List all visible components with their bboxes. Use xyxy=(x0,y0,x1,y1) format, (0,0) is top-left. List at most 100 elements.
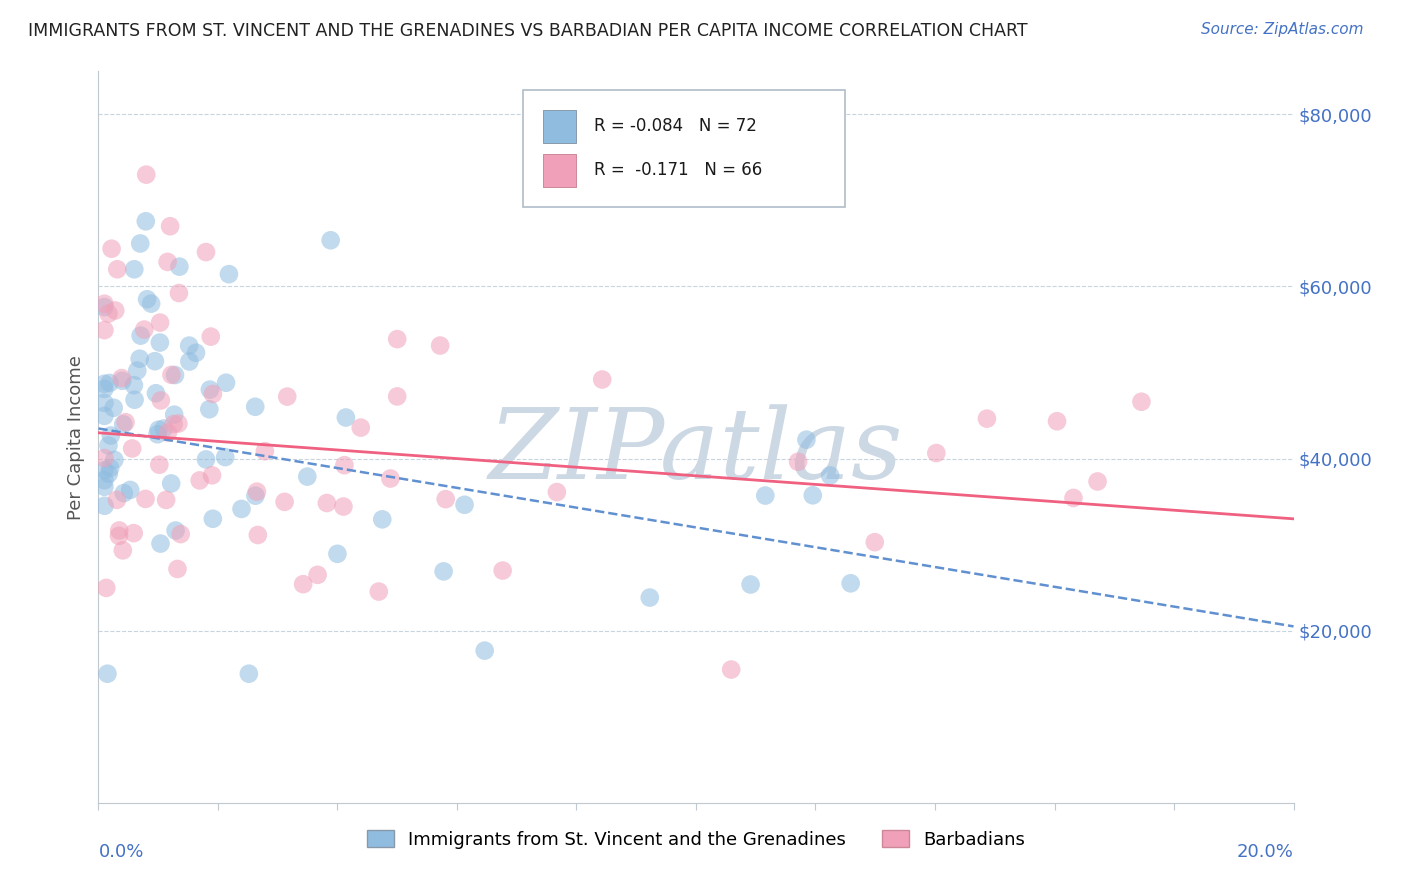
Point xyxy=(169,527,191,541)
Point xyxy=(93,382,115,396)
Point xyxy=(350,420,373,434)
Y-axis label: Per Capita Income: Per Capita Income xyxy=(66,355,84,519)
Point xyxy=(307,567,329,582)
Point xyxy=(276,390,298,404)
Point xyxy=(332,500,354,514)
Point xyxy=(195,452,218,467)
Point xyxy=(546,485,568,500)
Text: Source: ZipAtlas.com: Source: ZipAtlas.com xyxy=(1201,22,1364,37)
Point xyxy=(145,386,167,401)
Point xyxy=(166,562,188,576)
Point xyxy=(124,262,146,277)
Point xyxy=(111,374,134,388)
Point xyxy=(453,498,475,512)
Point xyxy=(98,461,121,475)
Point xyxy=(93,463,115,477)
FancyBboxPatch shape xyxy=(543,110,576,143)
Point xyxy=(201,387,224,401)
Point xyxy=(188,474,211,488)
Point xyxy=(98,376,121,390)
Point xyxy=(100,428,122,442)
Point xyxy=(93,451,115,466)
Point xyxy=(108,524,131,538)
Point xyxy=(149,536,172,550)
Point xyxy=(163,408,186,422)
Point xyxy=(245,489,267,503)
Point xyxy=(134,491,156,506)
Point xyxy=(246,528,269,542)
Point xyxy=(128,351,150,366)
Point xyxy=(156,425,179,440)
Point xyxy=(198,383,221,397)
Point xyxy=(200,329,222,343)
Point xyxy=(103,401,125,415)
Point xyxy=(93,480,115,494)
Point xyxy=(103,453,125,467)
FancyBboxPatch shape xyxy=(523,90,845,207)
Point xyxy=(801,488,824,502)
Point xyxy=(120,483,142,497)
Point xyxy=(124,392,146,407)
Point xyxy=(167,417,190,431)
Point xyxy=(380,471,402,485)
Text: IMMIGRANTS FROM ST. VINCENT AND THE GRENADINES VS BARBADIAN PER CAPITA INCOME CO: IMMIGRANTS FROM ST. VINCENT AND THE GREN… xyxy=(28,22,1028,40)
Point xyxy=(93,297,115,311)
Point xyxy=(253,444,276,458)
Point xyxy=(96,666,118,681)
Point xyxy=(104,303,127,318)
Point xyxy=(155,492,177,507)
Point xyxy=(148,423,170,437)
Point xyxy=(214,450,236,464)
Point xyxy=(149,393,172,408)
Point xyxy=(492,564,515,578)
Point xyxy=(231,502,253,516)
Point xyxy=(135,168,157,182)
Point xyxy=(93,473,115,487)
Point xyxy=(135,214,157,228)
Point xyxy=(245,400,267,414)
Point xyxy=(122,526,145,541)
Point xyxy=(1063,491,1085,505)
Point xyxy=(184,345,207,359)
Point xyxy=(195,245,218,260)
Text: 20.0%: 20.0% xyxy=(1237,843,1294,861)
Point xyxy=(149,335,172,350)
Point xyxy=(273,495,295,509)
Point xyxy=(146,427,169,442)
Point xyxy=(591,372,613,386)
Point xyxy=(976,411,998,425)
Point xyxy=(167,285,190,300)
Point xyxy=(292,577,315,591)
Text: R = -0.084   N = 72: R = -0.084 N = 72 xyxy=(595,117,758,136)
Point xyxy=(169,260,191,274)
Point xyxy=(179,354,201,368)
Point xyxy=(148,458,170,472)
Point xyxy=(121,442,143,456)
Point xyxy=(740,577,762,591)
Text: R =  -0.171   N = 66: R = -0.171 N = 66 xyxy=(595,161,762,179)
Point xyxy=(385,389,409,403)
Point xyxy=(246,484,269,499)
Point xyxy=(1087,475,1109,489)
Point xyxy=(165,524,187,538)
FancyBboxPatch shape xyxy=(543,153,576,186)
Point xyxy=(152,421,174,435)
Point xyxy=(111,371,134,385)
Point xyxy=(93,409,115,423)
Point xyxy=(97,307,120,321)
Point xyxy=(108,529,131,543)
Point xyxy=(385,332,409,346)
Point xyxy=(319,233,342,247)
Point xyxy=(93,396,115,410)
Point xyxy=(839,576,862,591)
Text: ZIPatlas: ZIPatlas xyxy=(489,404,903,500)
Point xyxy=(238,666,260,681)
Point xyxy=(433,565,456,579)
Point xyxy=(160,368,183,382)
Point xyxy=(93,376,115,391)
Legend: Immigrants from St. Vincent and the Grenadines, Barbadians: Immigrants from St. Vincent and the Gren… xyxy=(367,830,1025,848)
Point xyxy=(163,368,186,382)
Point xyxy=(1130,394,1153,409)
Point xyxy=(160,476,183,491)
Point xyxy=(367,584,389,599)
